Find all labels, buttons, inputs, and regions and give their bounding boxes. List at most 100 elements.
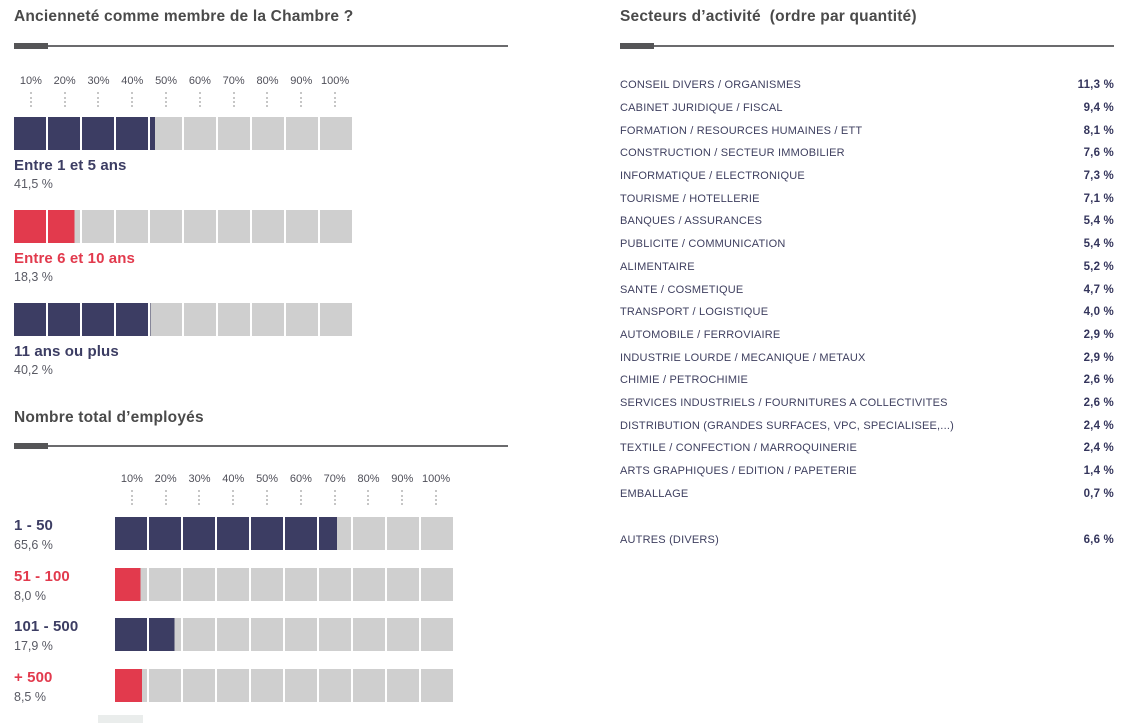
employees-bar-row: 1 - 50 65,6 %: [14, 517, 467, 552]
bar-segment: [183, 668, 215, 702]
sector-label: CONSTRUCTION / SECTEUR IMMOBILIER: [620, 147, 845, 160]
sector-value: 8,1 %: [1083, 124, 1114, 137]
axis-tick-mark: [266, 490, 269, 505]
axis-tick-cell: 60%: [183, 75, 217, 107]
segmented-bar: [115, 517, 453, 550]
sector-value: 2,6 %: [1083, 374, 1114, 387]
axis-tick-label: 90%: [391, 473, 414, 485]
sector-value: 2,9 %: [1083, 351, 1114, 364]
sector-value: 7,1 %: [1083, 192, 1114, 205]
sector-row: ALIMENTAIRE 5,2 %: [620, 256, 1114, 279]
bar-segment: [48, 117, 80, 150]
bar-segment: [217, 567, 249, 601]
bar-segment: [218, 210, 250, 243]
bar-segment: [387, 618, 419, 651]
bar-segment: [421, 567, 453, 601]
sector-value: 1,4 %: [1083, 465, 1114, 478]
divider-line: [654, 45, 1114, 47]
divider-line: [48, 445, 508, 447]
axis-tick-mark: [299, 490, 302, 505]
sector-label: SANTE / COSMETIQUE: [620, 283, 744, 296]
bar-segment: [251, 517, 283, 550]
employees-bar-row: 101 - 500 17,9 %: [14, 618, 467, 654]
bar-segment: [184, 303, 216, 336]
axis-tick-mark: [130, 490, 133, 505]
bar-segment: [387, 668, 419, 702]
axis-tick-label: 10%: [19, 75, 42, 87]
seniority-chart: Entre 1 et 5 ans 41,5 % Entre 6 et 10 ans 1…: [14, 117, 352, 396]
bar-segment: [353, 567, 385, 601]
bar-segment: [252, 210, 284, 243]
sector-label: PUBLICITE / COMMUNICATION: [620, 238, 786, 251]
employees-chart: 1 - 50 65,6 % 51 - 100 8,0 % 101 - 500 17,9 %…: [14, 517, 467, 719]
value-label: 17,9 %: [14, 639, 53, 653]
sector-row: PUBLICITE / COMMUNICATION 5,4 %: [620, 233, 1114, 256]
bar-segment: [421, 618, 453, 651]
bar-segment: [252, 117, 284, 150]
axis-tick-cell: 10%: [115, 473, 149, 505]
axis-tick-label: 70%: [323, 473, 346, 485]
sector-row: CHIMIE / PETROCHIMIE 2,6 %: [620, 369, 1114, 392]
sector-label: CHIMIE / PETROCHIMIE: [620, 374, 749, 387]
sectors-section-title: Secteurs d’activité (ordre par quantité): [620, 8, 917, 25]
axis-tick-cell: 50%: [250, 473, 284, 505]
sector-label: TRANSPORT / LOGISTIQUE: [620, 306, 769, 319]
axis-tick-cell: 20%: [149, 473, 183, 505]
bar-segment: [14, 117, 46, 150]
seniority-bar-row: 11 ans ou plus 40,2 %: [14, 303, 352, 378]
sector-row: INFORMATIQUE / ELECTRONIQUE 7,3 %: [620, 165, 1114, 188]
sector-value: 5,4 %: [1083, 215, 1114, 228]
bar-segment: [353, 618, 385, 651]
divider-accent-block: [14, 43, 48, 49]
segmented-bar: [14, 303, 352, 336]
bar-segment: [251, 567, 283, 601]
sector-value: 11,3 %: [1077, 79, 1114, 92]
axis-tick-mark: [97, 92, 100, 107]
axis-tick-label: 40%: [222, 473, 245, 485]
axis-tick-mark: [164, 490, 167, 505]
sector-row: TRANSPORT / LOGISTIQUE 4,0 %: [620, 301, 1114, 324]
category-label: 101 - 500: [14, 618, 79, 635]
bar-segment: [14, 303, 46, 336]
axis-tick-cell: 50%: [149, 75, 183, 107]
axis-tick-label: 80%: [256, 75, 279, 87]
axis-tick-mark: [29, 92, 32, 107]
axis-tick-cell: 30%: [82, 75, 116, 107]
sector-value: 6,6 %: [1083, 534, 1114, 547]
axis-tick-mark: [198, 490, 201, 505]
bar-segment: [183, 517, 215, 550]
axis-tick-cell: 40%: [216, 473, 250, 505]
axis-tick-label: 50%: [155, 75, 178, 87]
bar-segment: [286, 303, 318, 336]
sector-label: FORMATION / RESOURCES HUMAINES / ETT: [620, 124, 863, 137]
sector-row: AUTOMOBILE / FERROVIAIRE 2,9 %: [620, 324, 1114, 347]
bar-segment: [251, 668, 283, 702]
sector-label: CONSEIL DIVERS / ORGANISMES: [620, 79, 802, 92]
axis-tick-label: 50%: [256, 473, 279, 485]
sector-row: BANQUES / ASSURANCES 5,4 %: [620, 210, 1114, 233]
axis-tick-mark: [165, 92, 168, 107]
axis-tick-cell: 90%: [385, 473, 419, 505]
bar-segment: [286, 117, 318, 150]
bar-segment: [115, 668, 147, 702]
sector-row: CABINET JURIDIQUE / FISCAL 9,4 %: [620, 97, 1114, 120]
employees-bar-row: + 500 8,5 %: [14, 668, 467, 704]
sector-row: TOURISME / HOTELLERIE 7,1 %: [620, 187, 1114, 210]
bar-segment: [115, 517, 147, 550]
bar-segment: [115, 618, 147, 651]
bar-segment: [319, 567, 351, 601]
axis-tick-mark: [334, 92, 337, 107]
bar-segment: [116, 303, 148, 336]
category-label: 1 - 50: [14, 517, 53, 534]
bar-segment: [319, 618, 351, 651]
sector-label: BANQUES / ASSURANCES: [620, 215, 763, 228]
bar-segment: [320, 117, 352, 150]
row-labels: 101 - 500 17,9 %: [14, 618, 115, 654]
cropped-next-bar-artifact: [98, 715, 143, 723]
sector-value: 5,4 %: [1083, 238, 1114, 251]
axis-tick-label: 100%: [422, 473, 451, 485]
axis-tick-label: 40%: [121, 75, 144, 87]
axis-tick-cell: 70%: [217, 75, 251, 107]
bar-segment: [218, 303, 250, 336]
sector-label: CABINET JURIDIQUE / FISCAL: [620, 102, 783, 115]
